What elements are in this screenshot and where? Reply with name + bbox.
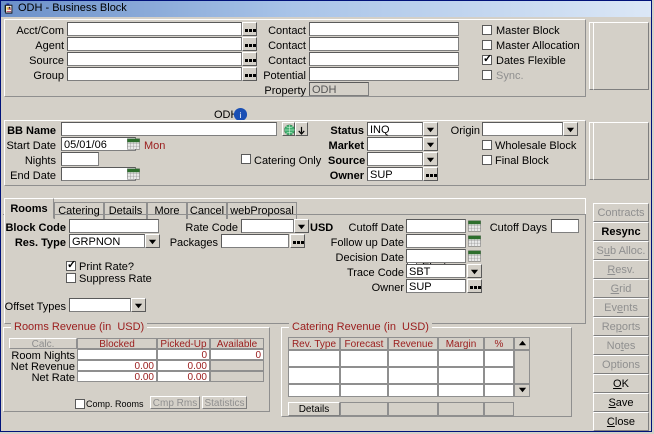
svg-text:i: i (240, 110, 242, 120)
